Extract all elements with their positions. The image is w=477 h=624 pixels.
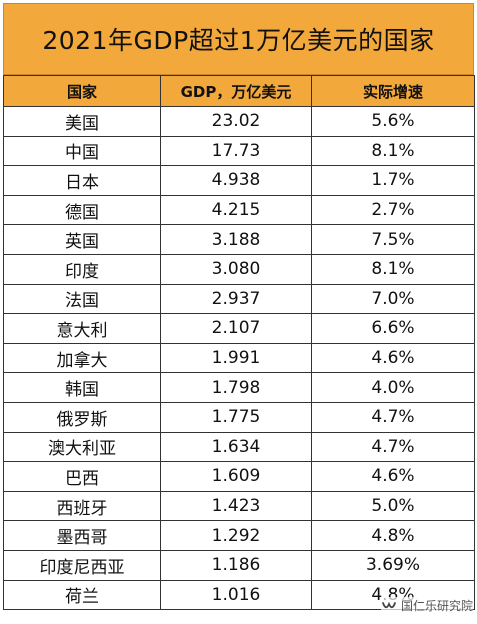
table-row: 英国 3.188 7.5% [3, 224, 475, 255]
cell-growth: 7.5% [311, 224, 475, 255]
header-country: 国家 [3, 75, 161, 107]
cell-growth: 2.7% [311, 194, 475, 226]
cell-gdp: 2.937 [160, 283, 312, 315]
cell-growth: 8.1% [311, 135, 475, 167]
cell-gdp: 23.02 [160, 106, 312, 137]
cell-country: 澳大利亚 [3, 431, 161, 463]
cell-country: 荷兰 [3, 579, 161, 611]
header-row: 国家 GDP，万亿美元 实际增速 [3, 75, 475, 107]
cell-gdp: 1.423 [160, 490, 312, 522]
cell-growth: 4.8% [311, 520, 475, 551]
table-row: 印度 3.080 8.1% [3, 253, 475, 285]
cell-growth: 1.7% [311, 165, 475, 196]
table-row: 墨西哥 1.292 4.8% [3, 520, 475, 551]
cell-gdp: 4.215 [160, 194, 312, 226]
header-growth: 实际增速 [311, 75, 475, 107]
cell-country: 意大利 [3, 313, 161, 344]
cell-growth: 7.0% [311, 283, 475, 315]
table-row: 印度尼西亚 1.186 3.69% [3, 549, 475, 581]
table-title: 2021年GDP超过1万亿美元的国家 [3, 3, 474, 75]
wechat-channel-icon [382, 601, 396, 608]
cell-country: 印度 [3, 253, 161, 285]
cell-country: 墨西哥 [3, 520, 161, 551]
header-gdp: GDP，万亿美元 [160, 75, 312, 107]
cell-country: 韩国 [3, 372, 161, 403]
table-row: 法国 2.937 7.0% [3, 283, 475, 315]
cell-gdp: 3.080 [160, 253, 312, 285]
cell-country: 法国 [3, 283, 161, 315]
cell-country: 英国 [3, 224, 161, 255]
table-row: 澳大利亚 1.634 4.7% [3, 431, 475, 463]
gdp-table-document: 2021年GDP超过1万亿美元的国家 国家 GDP，万亿美元 实际增速 美国 23… [3, 3, 475, 624]
cell-growth: 4.7% [311, 401, 475, 433]
cell-gdp: 3.188 [160, 224, 312, 255]
cell-gdp: 1.186 [160, 549, 312, 581]
watermark: 国仁乐研究院 [380, 597, 473, 614]
cell-country: 中国 [3, 135, 161, 167]
cell-country: 印度尼西亚 [3, 549, 161, 581]
cell-gdp: 4.938 [160, 165, 312, 196]
cell-gdp: 17.73 [160, 135, 312, 167]
cell-gdp: 2.107 [160, 313, 312, 344]
table-row: 德国 4.215 2.7% [3, 194, 475, 226]
cell-country: 德国 [3, 194, 161, 226]
cell-growth: 5.0% [311, 490, 475, 522]
cell-gdp: 1.016 [160, 579, 312, 611]
cell-country: 日本 [3, 165, 161, 196]
cell-gdp: 1.609 [160, 461, 312, 492]
cell-country: 巴西 [3, 461, 161, 492]
table-row: 巴西 1.609 4.6% [3, 461, 475, 492]
cell-growth: 8.1% [311, 253, 475, 285]
cell-gdp: 1.991 [160, 342, 312, 374]
cell-growth: 4.7% [311, 431, 475, 463]
cell-growth: 5.6% [311, 106, 475, 137]
table-body: 美国 23.02 5.6% 中国 17.73 8.1% 日本 4.938 1.7% 德国 4.215… [3, 106, 475, 611]
cell-gdp: 1.292 [160, 520, 312, 551]
cell-growth: 4.0% [311, 372, 475, 403]
cell-growth: 6.6% [311, 313, 475, 344]
table-row: 西班牙 1.423 5.0% [3, 490, 475, 522]
table-row: 日本 4.938 1.7% [3, 165, 475, 196]
table-row: 韩国 1.798 4.0% [3, 372, 475, 403]
gdp-table: 国家 GDP，万亿美元 实际增速 美国 23.02 5.6% 中国 17.73 8.1% 日… [3, 75, 475, 611]
table-row: 俄罗斯 1.775 4.7% [3, 401, 475, 433]
cell-country: 美国 [3, 106, 161, 137]
table-row: 美国 23.02 5.6% [3, 106, 475, 137]
cell-gdp: 1.798 [160, 372, 312, 403]
table-row: 加拿大 1.991 4.6% [3, 342, 475, 374]
cell-growth: 3.69% [311, 549, 475, 581]
cell-gdp: 1.634 [160, 431, 312, 463]
cell-country: 俄罗斯 [3, 401, 161, 433]
cell-country: 西班牙 [3, 490, 161, 522]
table-row: 中国 17.73 8.1% [3, 135, 475, 167]
cell-gdp: 1.775 [160, 401, 312, 433]
cell-growth: 4.6% [311, 461, 475, 492]
cell-country: 加拿大 [3, 342, 161, 374]
cell-growth: 4.6% [311, 342, 475, 374]
watermark-text: 国仁乐研究院 [400, 599, 473, 613]
table-row: 意大利 2.107 6.6% [3, 313, 475, 344]
